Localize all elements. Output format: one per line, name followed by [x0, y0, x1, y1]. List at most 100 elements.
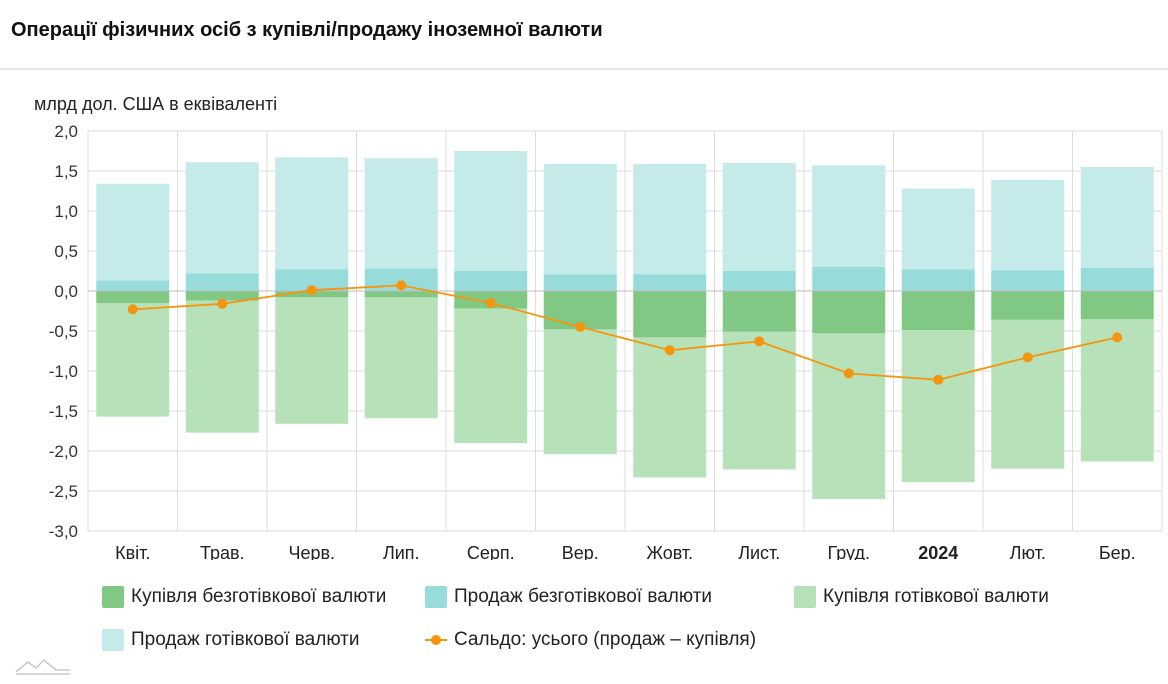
balance-point [306, 285, 317, 296]
bar-buy-noncash [1080, 291, 1154, 319]
bar-sell-cash [364, 158, 438, 269]
bar-sell-cash [1080, 167, 1154, 268]
x-tick-label: Черв. [288, 543, 335, 560]
y-tick-label: 0,5 [54, 242, 78, 261]
bar-sell-noncash [454, 271, 528, 291]
bar-buy-noncash [722, 291, 796, 332]
balance-point [664, 345, 675, 356]
legend-buy-cash[interactable]: Купівля готівкової валюти [794, 586, 1049, 608]
bar-sell-cash [901, 188, 975, 270]
balance-point [754, 336, 765, 347]
y-tick-label: 2,0 [54, 122, 78, 141]
y-tick-label: -1,0 [49, 362, 78, 381]
x-tick-label: Лют. [1010, 543, 1046, 560]
legend-label: Продаж готівкової валюти [131, 629, 360, 650]
bar-buy-cash [96, 303, 170, 417]
bar-buy-cash [454, 308, 528, 443]
bar-buy-cash [722, 331, 796, 470]
bar-buy-cash [275, 297, 349, 424]
bar-sell-noncash [1080, 267, 1154, 291]
legend-swatch-sell-noncash [425, 586, 447, 608]
x-tick-label: Квіт. [115, 543, 150, 560]
y-tick-label: 0,0 [54, 282, 78, 301]
legend-buy-noncash[interactable]: Купівля безготівкової валюти [102, 586, 386, 608]
y-axis-label: млрд дол. США в еквіваленті [34, 94, 278, 114]
legend-swatch-balance [425, 629, 447, 651]
legend-sell-cash[interactable]: Продаж готівкової валюти [102, 629, 359, 651]
y-tick-label: -1,5 [49, 402, 78, 421]
chart-area: 2,0 1,5 1,0 0,5 0,0 -0,5 -1,0 -1,5 -2,0 -2,5 -3,0 К… [49, 122, 1163, 560]
mountain-logo-icon [15, 658, 70, 675]
bar-sell-noncash [275, 269, 349, 291]
bar-sell-noncash [96, 280, 170, 291]
bar-sell-noncash [991, 270, 1065, 291]
balance-point [933, 374, 944, 385]
legend-balance[interactable]: Сальдо: усього (продаж – купівля) [425, 629, 756, 651]
legend-swatch-buy-cash [794, 586, 816, 608]
legend-label: Сальдо: усього (продаж – купівля) [454, 629, 757, 650]
bar-buy-noncash [901, 291, 975, 331]
balance-point [127, 304, 138, 315]
bar-sell-noncash [901, 269, 975, 291]
bar-sell-cash [275, 157, 349, 270]
bar-buy-cash [901, 330, 975, 483]
balance-point [575, 322, 586, 332]
x-tick-label: Груд. [828, 543, 870, 560]
legend-sell-noncash[interactable]: Продаж безготівкової валюти [425, 586, 712, 608]
x-tick-label: Бер. [1099, 543, 1136, 560]
x-tick-label: 2024 [918, 543, 958, 560]
x-tick-label: Лист. [738, 543, 780, 560]
x-tick-label: Лип. [383, 543, 420, 560]
bar-buy-noncash [185, 291, 259, 301]
bar-sell-noncash [185, 273, 259, 291]
bar-sell-cash [543, 163, 617, 275]
bar-buy-noncash [633, 291, 707, 338]
balance-point [1112, 332, 1123, 343]
x-tick-label: Трав. [200, 543, 245, 560]
bar-sell-cash [454, 151, 528, 271]
bar-buy-cash [543, 329, 617, 455]
bar-sell-cash [185, 162, 259, 274]
title-divider [0, 68, 1168, 70]
y-tick-label: -2,0 [49, 442, 78, 461]
bar-buy-cash [364, 297, 438, 419]
bar-sell-cash [722, 163, 796, 271]
y-tick-label: -0,5 [49, 322, 78, 341]
balance-point [396, 280, 407, 291]
bar-buy-cash [633, 337, 707, 478]
balance-line [132, 284, 1118, 381]
bar-buy-noncash [364, 291, 438, 298]
bar-buy-noncash [991, 291, 1065, 320]
bar-sell-noncash [364, 268, 438, 291]
bar-buy-noncash [812, 291, 886, 334]
balance-point [843, 368, 854, 379]
y-tick-label: -3,0 [49, 522, 78, 541]
legend-label: Купівля готівкової валюти [823, 586, 1049, 607]
balance-point [485, 298, 496, 308]
bar-sell-noncash [722, 271, 796, 291]
bar-buy-cash [991, 319, 1065, 469]
bar-sell-noncash [812, 267, 886, 291]
x-tick-label: Вер. [562, 543, 599, 560]
legend-label: Купівля безготівкової валюти [131, 586, 387, 607]
legend-swatch-buy-noncash [102, 586, 124, 608]
bar-sell-noncash [633, 274, 707, 291]
balance-point [217, 298, 228, 309]
y-tick-label: 1,0 [54, 202, 78, 221]
legend-label: Продаж безготівкової валюти [454, 586, 713, 607]
bar-sell-cash [812, 165, 886, 267]
bar-sell-cash [991, 179, 1065, 271]
y-tick-label: -2,5 [49, 482, 78, 501]
x-tick-label: Жовт. [646, 543, 693, 560]
bar-buy-cash [812, 333, 886, 499]
bar-buy-noncash [96, 291, 170, 303]
x-tick-label: Серп. [467, 543, 515, 560]
bar-sell-cash [633, 163, 707, 275]
bar-sell-cash [96, 183, 170, 281]
chart-title: Операції фізичних осіб з купівлі/продажу… [11, 19, 603, 41]
bar-sell-noncash [543, 274, 617, 291]
y-tick-label: 1,5 [54, 162, 78, 181]
legend-swatch-sell-cash [102, 629, 124, 651]
bar-buy-cash [185, 300, 259, 433]
balance-point [1022, 352, 1033, 363]
